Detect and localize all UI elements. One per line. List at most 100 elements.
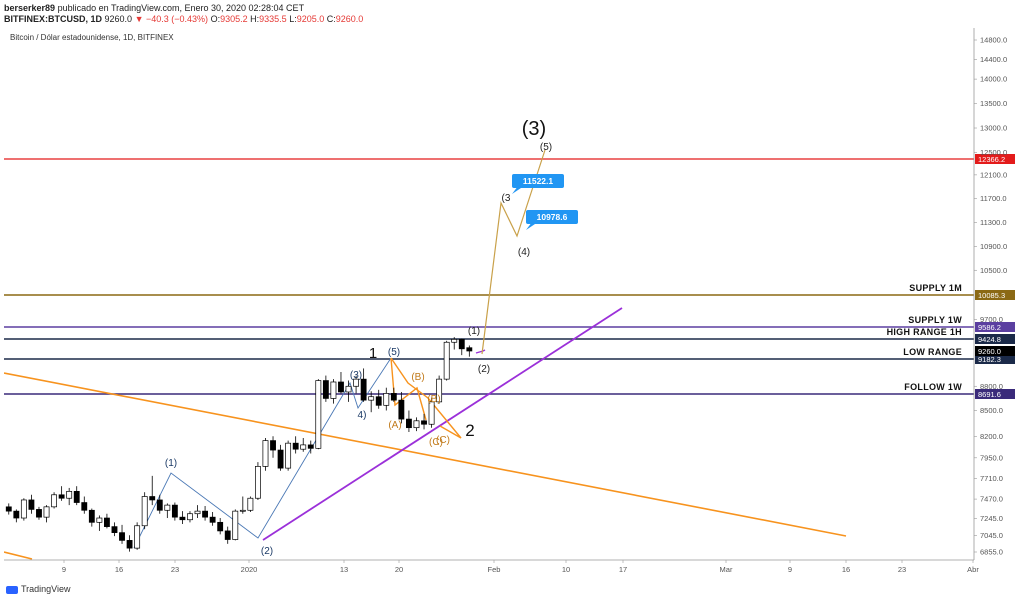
time-tick-label: 17	[619, 565, 627, 574]
callout-box	[512, 174, 564, 188]
low-value: 9205.0	[296, 14, 325, 24]
candle-body	[20, 499, 27, 519]
wave-label-black: (3)	[522, 118, 546, 140]
time-tick-label: Mar	[720, 565, 733, 574]
time-tick-label: 23	[898, 565, 906, 574]
candle-body	[277, 449, 284, 469]
price-tick-label: 12100.0	[980, 170, 1007, 179]
high-label: H:	[250, 14, 260, 24]
down-arrow-icon: ▼	[134, 14, 144, 24]
price-tick-label: 11700.0	[980, 194, 1007, 203]
candles-layer	[5, 337, 473, 552]
candle-body	[262, 440, 269, 467]
candle-body	[43, 506, 50, 518]
chart-title: Bitcoin / Dólar estadounidense, 1D, BITF…	[10, 33, 174, 42]
candle-body	[330, 381, 337, 399]
candle-body	[247, 497, 254, 511]
price-tick-label: 13500.0	[980, 99, 1007, 108]
wave-labels-layer: (1) (2) (3) 4) (5) 1 2 (3) (A) (B) (C) (B) (C) (1) (2)…	[165, 118, 552, 557]
candle-body	[111, 526, 118, 533]
orange-trendline-lower	[3, 551, 33, 560]
candle-body	[171, 504, 178, 518]
level-label: LOW RANGE	[903, 347, 962, 357]
price-tick-label: 7245.0	[980, 514, 1003, 523]
price-chart[interactable]: Bitcoin / Dólar estadounidense, 1D, BITF…	[3, 28, 1016, 584]
price-tick-label: 8800.0	[980, 382, 1003, 391]
wave-label-orange: (C)	[429, 437, 443, 448]
level-price-box	[975, 154, 1015, 164]
candle-body	[300, 444, 307, 450]
time-axis[interactable]: 9 16 23 2020 13 20 Feb 10 17 Mar 9 16 23 Abr	[62, 560, 979, 574]
author-name[interactable]: berserker89	[4, 3, 56, 13]
candle-body	[353, 378, 360, 387]
price-tick-label: 7950.0	[980, 453, 1003, 462]
candle-body	[443, 341, 450, 380]
candle-body	[270, 440, 276, 451]
wave-label-black: 2	[465, 421, 474, 440]
candle-body	[194, 510, 201, 515]
price-tick-label: 14400.0	[980, 55, 1007, 64]
time-tick-label: 20	[395, 565, 403, 574]
wave-label-orange: (C)	[436, 435, 450, 446]
candle-body	[58, 494, 65, 499]
candle-body	[134, 525, 141, 549]
publish-info: publicado en TradingView.com, Enero 30, …	[57, 3, 305, 13]
price-tick-label: 11300.0	[980, 218, 1007, 227]
candle-body	[390, 393, 397, 401]
candle-body	[88, 509, 95, 523]
candle-body	[187, 513, 193, 521]
candle-body	[322, 380, 329, 399]
tradingview-brand[interactable]: TradingView	[6, 584, 71, 594]
callout-label: 11522.1	[523, 176, 554, 186]
high-value: 9335.5	[259, 14, 287, 24]
time-tick-label: Feb	[488, 565, 501, 574]
candle-body	[413, 420, 420, 429]
candle-body	[436, 378, 443, 403]
symbol-name[interactable]: BITFINEX:BTCUSD, 1D	[4, 14, 103, 24]
candle-body	[81, 502, 88, 511]
candle-body	[232, 510, 239, 540]
last-price-label: 9260.0	[978, 347, 1001, 356]
candle-body	[103, 517, 110, 527]
publish-header: berserker89 publicado en TradingView.com…	[4, 3, 304, 13]
wave-label-blue: 4)	[358, 410, 367, 421]
candle-body	[383, 393, 390, 406]
price-tick-label: 8500.0	[980, 406, 1003, 415]
wave-label-orange: (B)	[411, 372, 424, 383]
candle-body	[466, 347, 473, 352]
chart-area[interactable]: Bitcoin / Dólar estadounidense, 1D, BITF…	[3, 28, 1016, 584]
price-tick-label: 9700.0	[980, 315, 1003, 324]
candle-body	[292, 442, 299, 450]
level-price-box	[975, 322, 1015, 332]
candle-body	[73, 490, 80, 503]
candle-body	[315, 380, 322, 449]
tradingview-logo-icon	[6, 585, 18, 594]
candle-body	[345, 385, 352, 393]
candle-body	[66, 490, 73, 499]
candle-body	[156, 499, 163, 511]
price-tick-label: 7710.0	[980, 474, 1003, 483]
wave-label-projection: (4)	[518, 247, 530, 258]
candle-body	[13, 510, 20, 519]
candle-body	[179, 516, 186, 521]
level-price-label: 12366.2	[978, 155, 1005, 164]
candle-body	[239, 509, 246, 512]
candle-body	[375, 396, 382, 406]
time-tick-label: 23	[171, 565, 179, 574]
level-price-box	[975, 290, 1015, 300]
projection-wave	[481, 149, 546, 355]
candle-body	[96, 517, 103, 523]
candle-body	[451, 338, 458, 343]
wave-label-projection: (1)	[468, 326, 480, 337]
candle-body	[458, 338, 465, 350]
wave-label-projection: (2)	[478, 364, 490, 375]
candle-body	[224, 530, 231, 540]
wave-label-blue: (1)	[165, 458, 177, 469]
price-axis[interactable]: 14800.0 14400.0 14000.0 13500.0 13000.0 12500…	[4, 28, 1007, 561]
orange-trendline	[3, 372, 847, 537]
level-price-box	[975, 334, 1015, 344]
wave-label-projection: (5)	[540, 142, 552, 153]
low-label: L:	[289, 14, 297, 24]
time-tick-label: Abr	[967, 565, 979, 574]
orange-correction-2	[390, 357, 462, 439]
